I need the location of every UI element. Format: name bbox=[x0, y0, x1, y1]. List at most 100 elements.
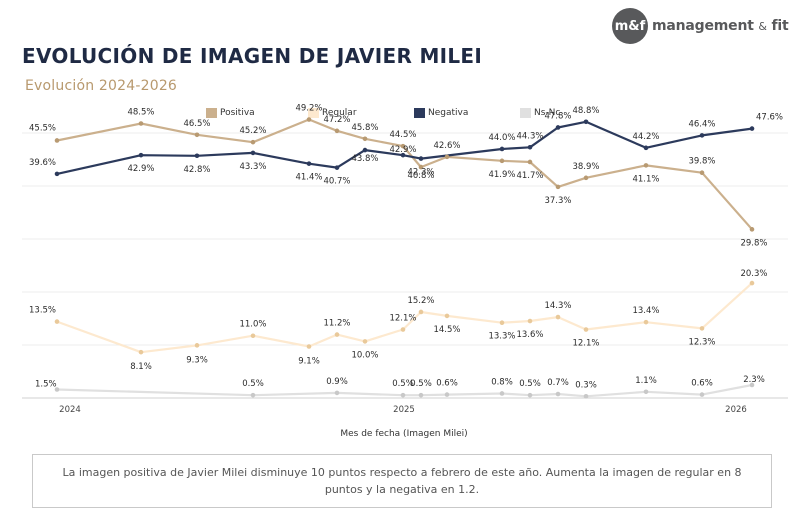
data-point-negativa bbox=[699, 133, 705, 138]
legend-item-negativa: Negativa bbox=[414, 108, 468, 118]
legend-item-nsnc: Ns-Nc bbox=[520, 108, 560, 118]
data-label-positiva: 29.8% bbox=[740, 238, 767, 248]
data-point-regular bbox=[418, 309, 424, 315]
data-point-nsnc bbox=[54, 387, 60, 392]
data-point-nsnc bbox=[643, 389, 649, 395]
data-point-regular bbox=[400, 327, 406, 332]
chart-note: La imagen positiva de Javier Milei dismi… bbox=[32, 454, 772, 508]
data-label-nsnc: 2.3% bbox=[743, 375, 765, 385]
data-label-positiva: 49.2% bbox=[295, 104, 322, 114]
data-label-positiva: 41.9% bbox=[488, 170, 515, 180]
data-point-regular bbox=[583, 327, 589, 332]
logo-amp: & bbox=[758, 20, 767, 33]
data-label-negativa: 42.9% bbox=[389, 145, 416, 155]
data-point-nsnc bbox=[555, 391, 561, 397]
logo-name-suffix: fit bbox=[771, 18, 789, 34]
data-point-regular bbox=[306, 344, 312, 349]
data-label-regular: 11.0% bbox=[239, 320, 266, 330]
data-label-positiva: 41.7% bbox=[516, 171, 543, 181]
data-point-regular bbox=[138, 349, 144, 355]
line-chart: 45.5% 48.5% 46.5% 45.2% 49.2%47.2%45.8% 44.5%… bbox=[22, 104, 788, 439]
data-label-nsnc: 0.7% bbox=[547, 378, 569, 388]
data-label-positiva: 44.5% bbox=[389, 130, 416, 140]
data-point-nsnc bbox=[527, 392, 533, 398]
data-point-regular bbox=[362, 339, 368, 344]
legend-swatch-negativa bbox=[414, 108, 425, 118]
data-label-regular: 11.2% bbox=[323, 319, 350, 329]
data-label-regular: 13.4% bbox=[632, 306, 659, 316]
data-label-regular: 14.5% bbox=[433, 325, 460, 335]
data-point-negativa bbox=[334, 165, 340, 170]
data-label-positiva: 37.3% bbox=[544, 196, 571, 206]
data-label-nsnc: 1.5% bbox=[35, 380, 57, 390]
x-axis-title: Mes de fecha (Imagen Milei) bbox=[340, 429, 467, 439]
data-point-regular bbox=[54, 319, 60, 324]
data-label-nsnc: 0.8% bbox=[491, 378, 513, 388]
data-label-regular: 13.3% bbox=[488, 332, 515, 342]
data-point-positiva bbox=[555, 184, 561, 190]
data-label-nsnc: 0.9% bbox=[326, 377, 348, 387]
data-label-regular: 13.5% bbox=[29, 306, 56, 316]
x-tick-label: 2026 bbox=[725, 405, 747, 415]
data-label-nsnc: 0.6% bbox=[691, 379, 713, 389]
data-point-positiva bbox=[444, 154, 450, 160]
data-point-positiva bbox=[499, 158, 505, 164]
data-label-negativa: 47.6% bbox=[756, 113, 783, 123]
data-point-negativa bbox=[499, 146, 505, 152]
data-label-nsnc: 0.3% bbox=[575, 380, 597, 390]
data-point-positiva bbox=[699, 170, 705, 176]
data-label-positiva: 45.8% bbox=[351, 123, 378, 133]
data-label-positiva: 46.5% bbox=[183, 119, 210, 129]
data-label-negativa: 48.8% bbox=[572, 106, 599, 116]
x-tick-label: 2024 bbox=[59, 405, 81, 415]
data-label-nsnc: 0.5% bbox=[392, 379, 414, 389]
data-point-positiva bbox=[250, 139, 256, 145]
data-point-regular bbox=[334, 332, 340, 337]
data-label-regular: 12.1% bbox=[389, 314, 416, 324]
page-subtitle: Evolución 2024-2026 bbox=[25, 78, 178, 94]
data-point-nsnc bbox=[418, 392, 424, 398]
legend-item-regular: Regular bbox=[308, 108, 357, 118]
data-point-negativa bbox=[400, 152, 406, 158]
data-point-regular bbox=[699, 326, 705, 331]
data-point-positiva bbox=[138, 121, 144, 126]
data-label-nsnc: 1.1% bbox=[635, 376, 657, 386]
data-point-negativa bbox=[418, 156, 424, 161]
data-label-nsnc: 0.5% bbox=[242, 379, 264, 389]
data-label-regular: 10.0% bbox=[351, 350, 378, 360]
data-label-positiva: 40.8% bbox=[407, 171, 434, 181]
data-point-nsnc bbox=[400, 392, 406, 398]
series-line-negativa bbox=[56, 120, 753, 175]
data-label-regular: 9.1% bbox=[298, 357, 320, 367]
data-point-regular bbox=[527, 318, 533, 324]
data-label-regular: 15.2% bbox=[407, 296, 434, 306]
brand-logo: m&f management & fit bbox=[612, 8, 789, 44]
data-point-negativa bbox=[643, 145, 649, 151]
data-point-positiva bbox=[583, 175, 589, 181]
data-label-positiva: 39.8% bbox=[688, 157, 715, 167]
data-point-positiva bbox=[418, 164, 424, 170]
legend-swatch-nsnc bbox=[520, 108, 531, 118]
data-label-regular: 12.1% bbox=[572, 339, 599, 349]
data-label-regular: 8.1% bbox=[130, 362, 152, 372]
data-label-nsnc: 0.6% bbox=[436, 379, 458, 389]
legend-item-positiva: Positiva bbox=[206, 108, 255, 118]
data-point-positiva bbox=[306, 117, 312, 122]
data-point-negativa bbox=[194, 153, 200, 159]
data-point-regular bbox=[555, 314, 561, 320]
logo-mark: m&f bbox=[612, 8, 648, 44]
data-point-positiva bbox=[362, 136, 368, 142]
data-label-negativa: 44.0% bbox=[488, 133, 515, 143]
data-point-negativa bbox=[362, 147, 368, 153]
data-label-positiva: 38.9% bbox=[572, 162, 599, 172]
data-label-positiva: 45.2% bbox=[239, 126, 266, 136]
data-point-negativa bbox=[54, 171, 60, 177]
data-point-negativa bbox=[138, 152, 144, 158]
data-label-negativa: 42.9% bbox=[127, 164, 154, 174]
data-label-negativa: 41.4% bbox=[295, 173, 322, 183]
data-label-negativa: 46.4% bbox=[688, 119, 715, 129]
legend-label-nsnc: Ns-Nc bbox=[534, 108, 561, 118]
data-label-regular: 9.3% bbox=[186, 355, 208, 365]
data-label-negativa: 43.8% bbox=[351, 154, 378, 164]
data-label-nsnc: 0.5% bbox=[410, 379, 432, 389]
